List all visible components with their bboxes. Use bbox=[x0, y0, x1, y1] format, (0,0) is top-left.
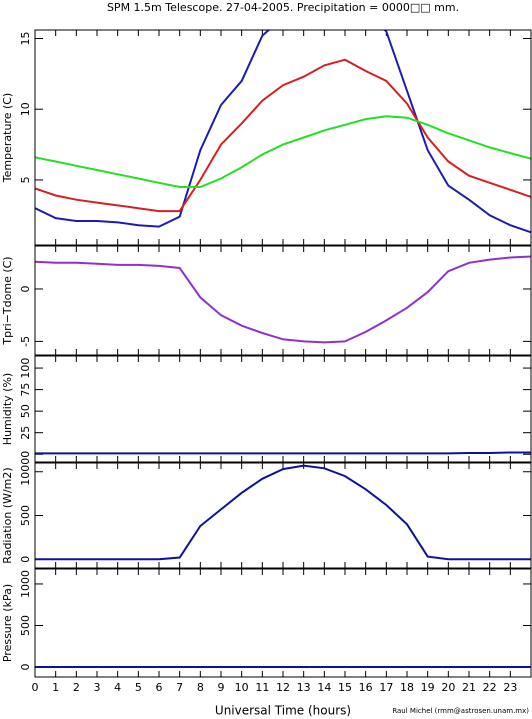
x-tick-label: 1 bbox=[52, 681, 59, 694]
y-tick-label: 50 bbox=[19, 404, 32, 418]
y-axis-label: Pressure (kPa) bbox=[1, 584, 14, 662]
plot-frame bbox=[34, 245, 532, 356]
series-line bbox=[35, 115, 531, 188]
plot-frame bbox=[34, 462, 532, 569]
y-axis-label: Radiation (W/m2) bbox=[1, 467, 14, 563]
y-tick-label: 500 bbox=[19, 505, 32, 526]
y-axis-label: Temperature (C) bbox=[1, 93, 14, 183]
y-tick-label: 0 bbox=[19, 664, 32, 671]
x-tick-label: 2 bbox=[73, 681, 80, 694]
y-tick-label: 500 bbox=[19, 615, 32, 636]
series-line bbox=[35, 255, 531, 344]
y-axis-label: Humidity (%) bbox=[1, 373, 14, 445]
series-line bbox=[35, 451, 531, 455]
x-tick-label: 23 bbox=[503, 681, 517, 694]
y-tick-label: 25 bbox=[19, 426, 32, 440]
series-line bbox=[35, 30, 531, 234]
y-tick-label: 10 bbox=[19, 102, 32, 116]
x-tick-label: 17 bbox=[379, 681, 393, 694]
x-tick-label: 16 bbox=[359, 681, 373, 694]
x-tick-label: 22 bbox=[483, 681, 497, 694]
x-tick-label: 21 bbox=[462, 681, 476, 694]
x-tick-label: 14 bbox=[317, 681, 331, 694]
y-axis-label: Tpri−Tdome (C) bbox=[1, 256, 14, 345]
credit: Raul Michel (rmm@astrosen.unam.mx) bbox=[392, 707, 529, 715]
x-tick-label: 10 bbox=[235, 681, 249, 694]
x-tick-label: 3 bbox=[94, 681, 101, 694]
y-tick-label: 5 bbox=[19, 176, 32, 183]
y-tick-label: 75 bbox=[19, 383, 32, 397]
chart-title: SPM 1.5m Telescope. 27-04-2005. Precipit… bbox=[107, 1, 459, 14]
x-tick-label: 12 bbox=[276, 681, 290, 694]
x-tick-label: 15 bbox=[338, 681, 352, 694]
y-tick-label: 100 bbox=[19, 358, 32, 379]
x-axis-label: Universal Time (hours) bbox=[215, 704, 351, 718]
y-tick-label: 0 bbox=[19, 285, 32, 292]
x-tick-label: 19 bbox=[421, 681, 435, 694]
series-line bbox=[35, 58, 531, 213]
plot-frame bbox=[34, 568, 532, 678]
y-tick-label: 15 bbox=[19, 31, 32, 45]
plot-frame bbox=[34, 355, 532, 463]
x-tick-label: 5 bbox=[135, 681, 142, 694]
series-line bbox=[35, 464, 531, 561]
plot-frame bbox=[34, 29, 532, 246]
x-tick-label: 11 bbox=[255, 681, 269, 694]
y-tick-label: 0 bbox=[19, 451, 32, 458]
x-tick-label: 8 bbox=[197, 681, 204, 694]
x-tick-label: 7 bbox=[176, 681, 183, 694]
x-tick-label: 4 bbox=[114, 681, 121, 694]
x-tick-label: 9 bbox=[218, 681, 225, 694]
x-tick-label: 13 bbox=[297, 681, 311, 694]
x-tick-label: 20 bbox=[441, 681, 455, 694]
y-tick-label: 1000 bbox=[19, 570, 32, 598]
x-tick-label: 18 bbox=[400, 681, 414, 694]
y-tick-label: -5 bbox=[19, 336, 32, 347]
x-tick-label: 0 bbox=[32, 681, 39, 694]
y-tick-label: 1000 bbox=[19, 458, 32, 486]
y-tick-label: 0 bbox=[19, 556, 32, 563]
x-tick-label: 6 bbox=[156, 681, 163, 694]
